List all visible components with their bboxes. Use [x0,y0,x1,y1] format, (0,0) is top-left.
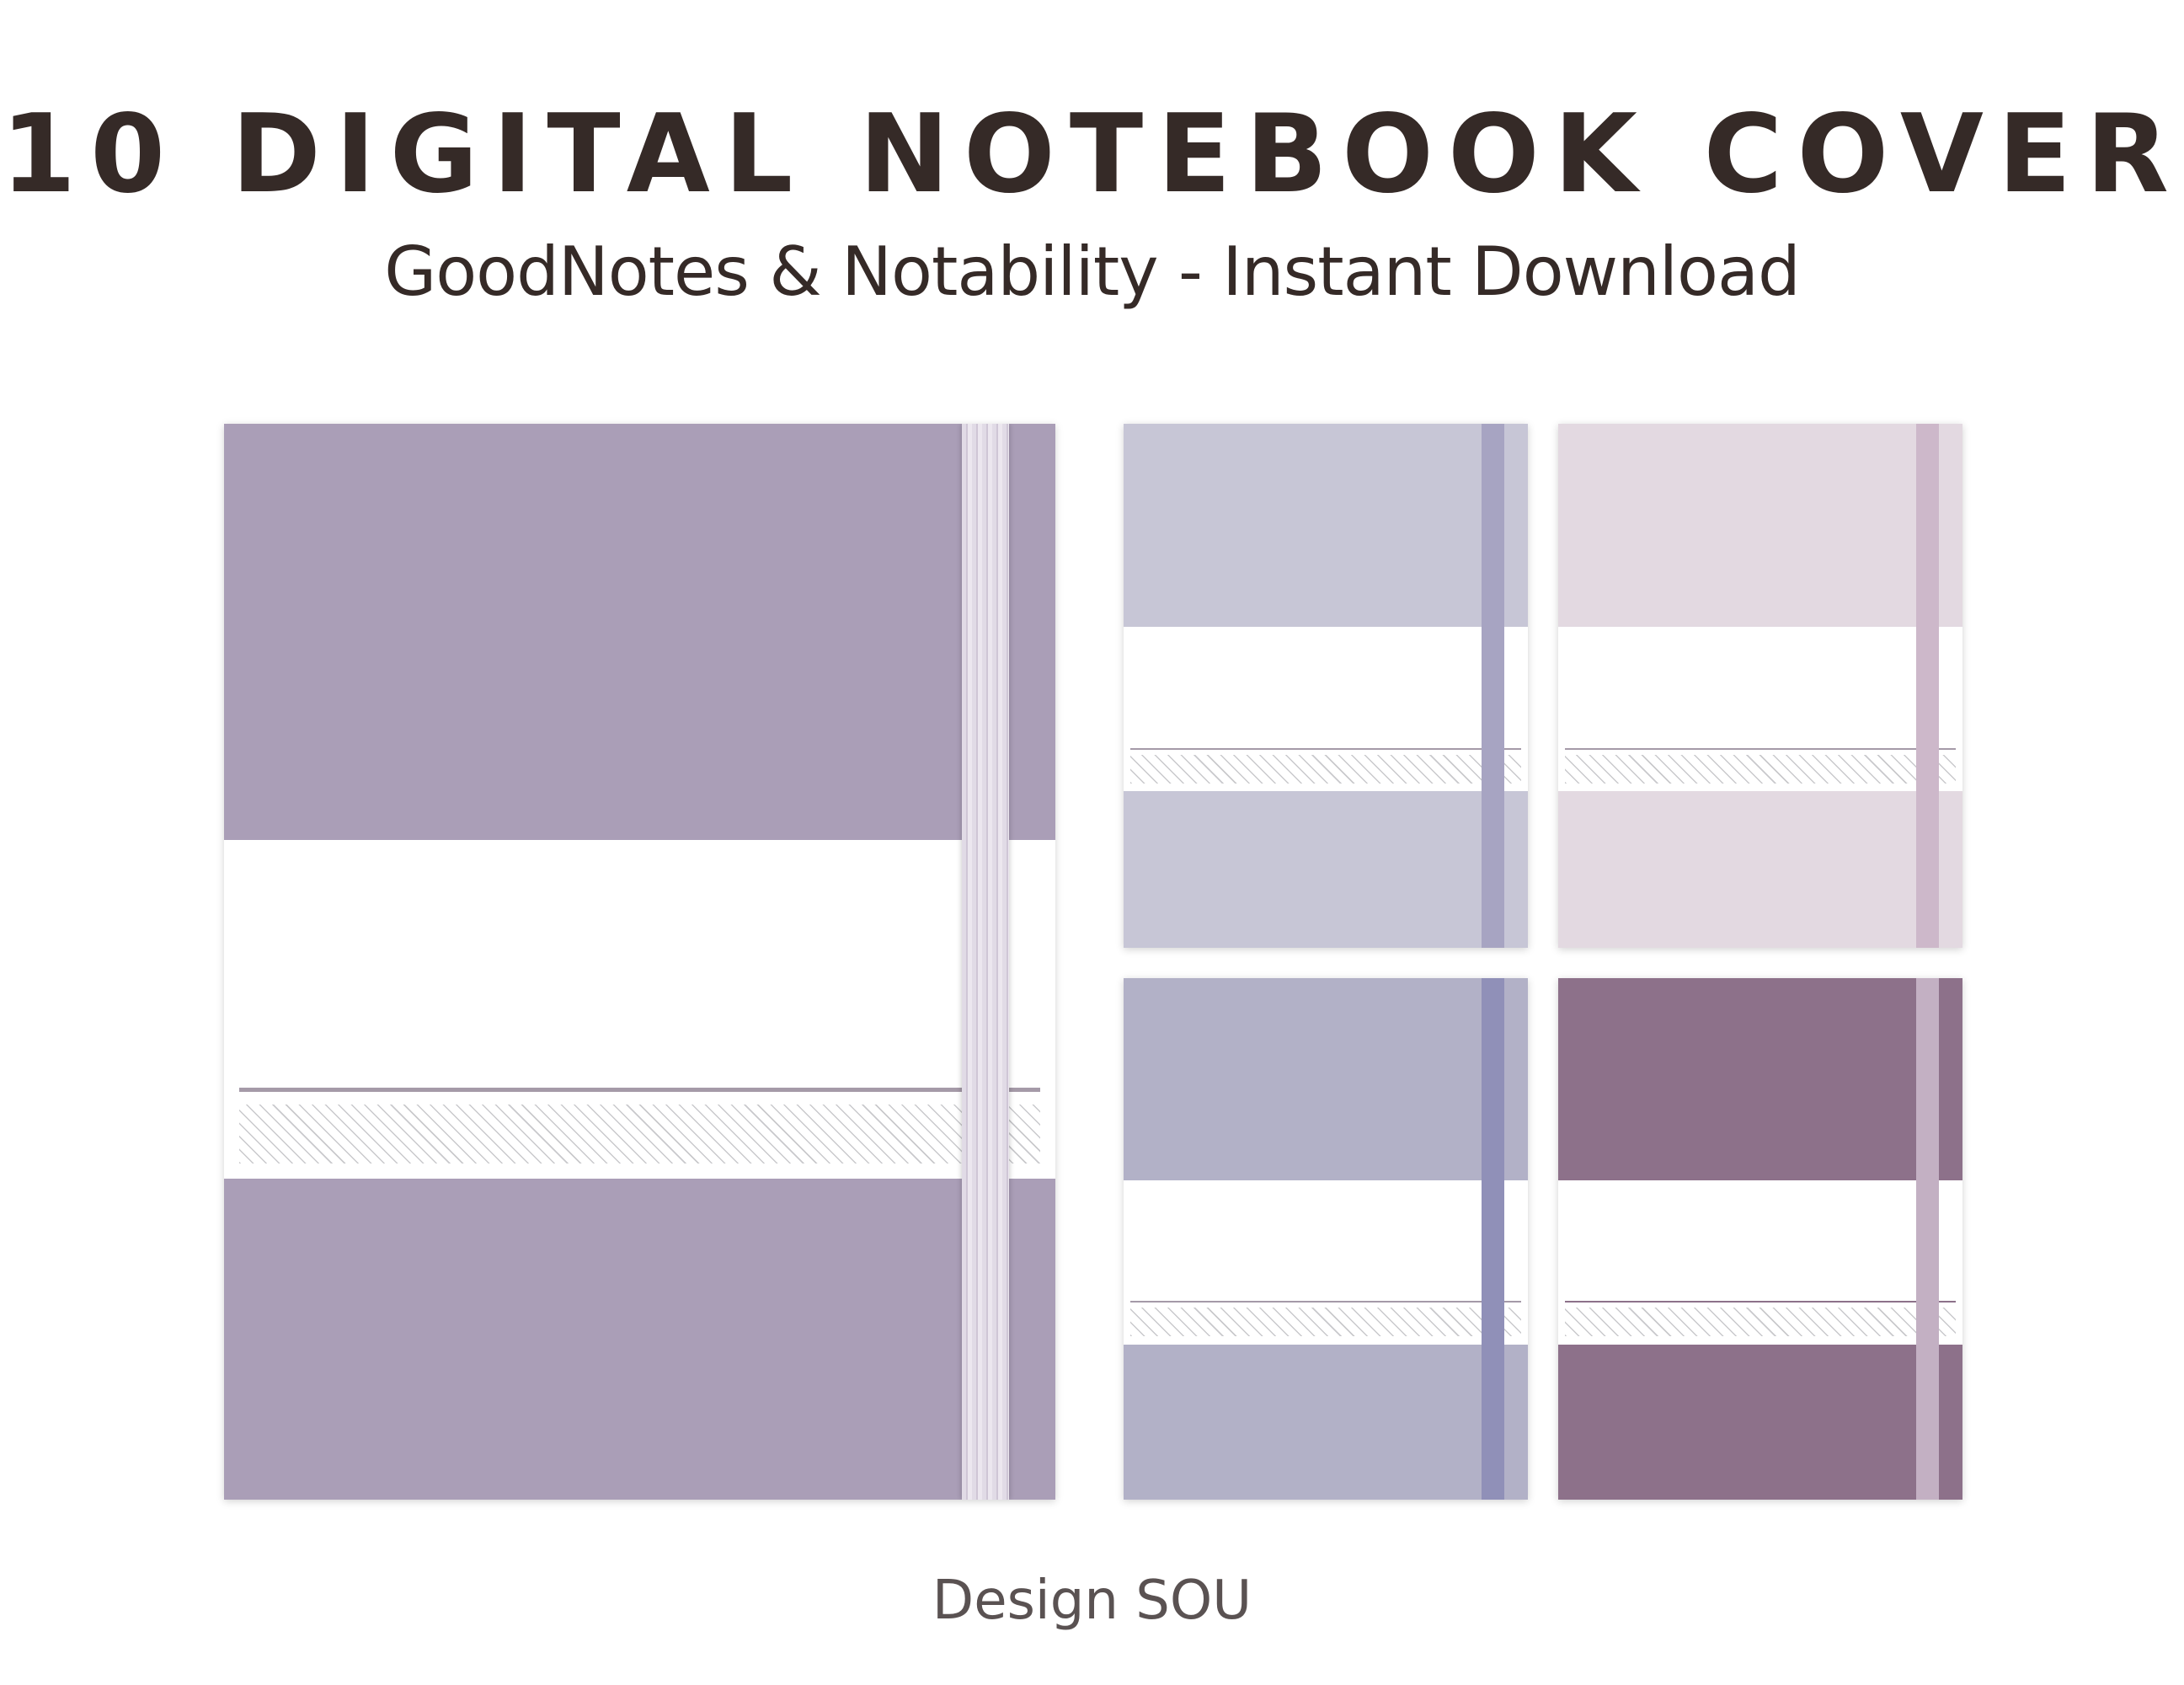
cover-label-rule [1130,748,1521,750]
cover-label-hatch [1565,1308,1956,1336]
cover-label-rule [1565,748,1956,750]
page-title: 10 DIGITAL NOTEBOOK COVER [1,92,2183,217]
cover-label-rule [1565,1301,1956,1303]
cover-label-hatch [1130,755,1521,784]
elastic-band [1482,424,1504,948]
cover-label-rule [239,1088,1040,1092]
notebook-cover-small-4 [1558,978,1962,1500]
elastic-band [1916,978,1939,1500]
brand-name: Design SOU [932,1570,1252,1632]
notebook-cover-small-2 [1558,424,1962,948]
notebook-cover-small-3 [1124,978,1528,1500]
elastic-band [962,424,1009,1500]
page-subtitle: GoodNotes & Notability - Instant Downloa… [384,233,1801,311]
cover-label-hatch [1130,1308,1521,1336]
cover-label-hatch [239,1105,1040,1163]
cover-label-hatch [1565,755,1956,784]
elastic-band [1482,978,1504,1500]
elastic-band [1916,424,1939,948]
notebook-cover-small-1 [1124,424,1528,948]
notebook-cover-large [224,424,1055,1500]
cover-label-rule [1130,1301,1521,1303]
